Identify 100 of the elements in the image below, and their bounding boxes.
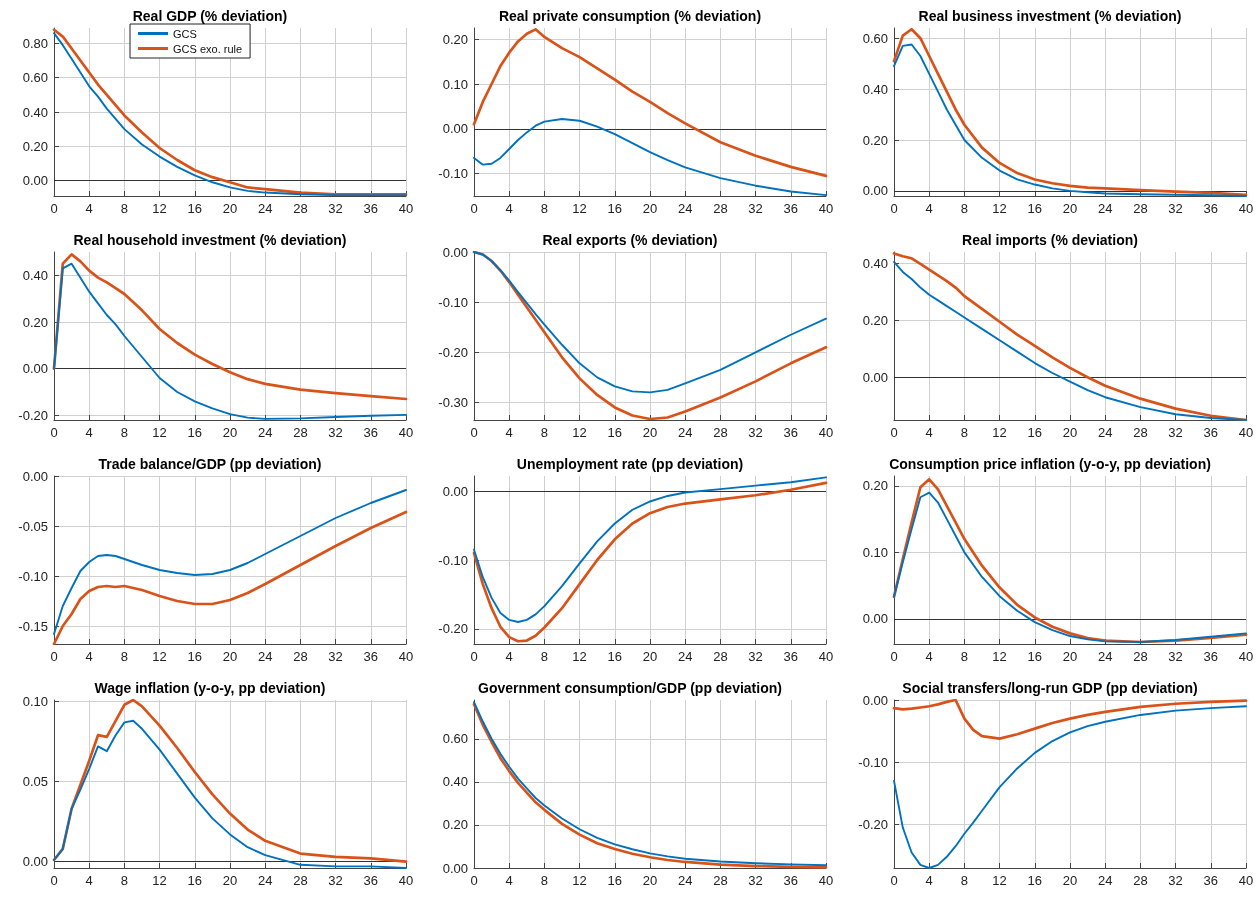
- x-tick-label: 4: [85, 201, 93, 216]
- y-tick-label: 0.10: [22, 694, 48, 710]
- x-tick-label: 28: [1133, 649, 1148, 664]
- x-tick-label: 20: [1062, 873, 1078, 888]
- y-tick-label: 0.00: [22, 173, 48, 189]
- x-tick-label: 16: [187, 873, 203, 888]
- x-tick-label: 16: [607, 425, 623, 440]
- x-tick-label: 40: [1238, 873, 1254, 888]
- y-tick-label: 0.00: [862, 611, 888, 627]
- y-tick-label: 0.00: [862, 369, 888, 385]
- x-tick-label: 20: [222, 649, 238, 664]
- x-tick-label: 24: [257, 425, 273, 440]
- x-tick-label: 32: [748, 649, 763, 664]
- x-tick-label: 36: [783, 425, 799, 440]
- x-tick-label: 20: [222, 425, 238, 440]
- x-tick-label: 12: [572, 425, 587, 440]
- x-tick-label: 24: [1097, 201, 1113, 216]
- x-tick-label: 32: [1168, 201, 1183, 216]
- x-tick-label: 12: [992, 649, 1007, 664]
- y-tick-label: 0.20: [862, 132, 888, 148]
- x-tick-label: 36: [363, 201, 379, 216]
- chart-title: Unemployment rate (pp deviation): [516, 456, 744, 472]
- x-tick-label: 28: [293, 201, 308, 216]
- x-tick-label: 8: [540, 201, 549, 216]
- x-tick-label: 20: [642, 649, 658, 664]
- x-tick-label: 28: [713, 425, 728, 440]
- x-tick-label: 20: [222, 201, 238, 216]
- x-tick-label: 12: [572, 873, 587, 888]
- x-tick-label: 0: [890, 649, 898, 664]
- y-tick-label: 0.20: [22, 314, 48, 330]
- x-tick-label: 8: [120, 425, 129, 440]
- x-tick-label: 16: [1027, 649, 1043, 664]
- y-tick-label: 0.00: [442, 860, 468, 876]
- chart-title: Wage inflation (y-o-y, pp deviation): [94, 680, 326, 696]
- x-tick-label: 12: [152, 649, 167, 664]
- x-tick-label: 28: [293, 873, 308, 888]
- y-tick-label: -0.05: [18, 518, 48, 534]
- x-tick-label: 12: [152, 425, 167, 440]
- x-tick-label: 28: [713, 649, 728, 664]
- y-tick-label: -0.15: [18, 618, 48, 634]
- x-tick-label: 32: [328, 201, 343, 216]
- x-tick-label: 20: [1062, 425, 1078, 440]
- y-tick-label: 0.20: [862, 312, 888, 328]
- y-tick-label: 0.20: [442, 31, 468, 47]
- x-tick-label: 8: [960, 649, 969, 664]
- x-tick-label: 28: [1133, 201, 1148, 216]
- x-tick-label: 16: [1027, 425, 1043, 440]
- chart-title: Real business investment (% deviation): [918, 8, 1182, 24]
- line-series: [53, 489, 407, 635]
- y-tick-label: -0.10: [438, 552, 468, 568]
- x-tick-label: 20: [222, 873, 238, 888]
- y-tick-label: 0.00: [22, 854, 48, 870]
- x-tick-label: 0: [50, 649, 58, 664]
- x-tick-label: 28: [293, 425, 308, 440]
- y-tick-label: 0.60: [862, 30, 888, 46]
- chart-title: Government consumption/GDP (pp deviation): [478, 680, 782, 696]
- x-tick-label: 8: [960, 425, 969, 440]
- x-tick-label: 0: [470, 649, 478, 664]
- y-tick-label: 0.40: [22, 104, 48, 120]
- x-tick-label: 20: [642, 425, 658, 440]
- x-tick-label: 40: [818, 201, 834, 216]
- x-tick-label: 40: [398, 425, 414, 440]
- x-tick-label: 40: [1238, 425, 1254, 440]
- x-tick-label: 36: [1203, 201, 1219, 216]
- x-tick-label: 28: [1133, 873, 1148, 888]
- x-tick-label: 4: [85, 425, 93, 440]
- y-tick-label: -0.10: [438, 166, 468, 182]
- y-tick-label: 0.00: [442, 244, 468, 260]
- x-tick-label: 40: [1238, 649, 1254, 664]
- x-tick-label: 32: [1168, 649, 1183, 664]
- x-tick-label: 0: [890, 873, 898, 888]
- x-tick-label: 24: [677, 873, 693, 888]
- x-tick-label: 36: [783, 873, 799, 888]
- y-tick-label: -0.10: [18, 568, 48, 584]
- x-tick-label: 32: [748, 201, 763, 216]
- x-tick-label: 20: [642, 873, 658, 888]
- x-tick-label: 24: [677, 425, 693, 440]
- x-tick-label: 24: [677, 649, 693, 664]
- x-tick-label: 20: [642, 201, 658, 216]
- chart-title: Real household investment (% deviation): [73, 232, 347, 248]
- x-tick-label: 32: [328, 873, 343, 888]
- chart-title: Real GDP (% deviation): [132, 8, 288, 24]
- y-tick-label: -0.20: [438, 621, 468, 637]
- x-tick-label: 4: [85, 649, 93, 664]
- x-tick-label: 8: [960, 201, 969, 216]
- x-tick-label: 0: [470, 425, 478, 440]
- y-tick-label: 0.60: [22, 70, 48, 86]
- y-tick-label: 0.00: [862, 183, 888, 199]
- x-tick-label: 0: [470, 201, 478, 216]
- x-tick-label: 40: [818, 649, 834, 664]
- y-tick-label: 0.10: [862, 544, 888, 560]
- x-tick-label: 24: [1097, 425, 1113, 440]
- x-tick-label: 40: [818, 873, 834, 888]
- y-tick-label: 0.20: [442, 817, 468, 833]
- x-tick-label: 32: [748, 425, 763, 440]
- x-tick-label: 12: [992, 873, 1007, 888]
- y-tick-label: 0.20: [22, 138, 48, 154]
- x-tick-label: 0: [50, 873, 58, 888]
- x-tick-label: 24: [677, 201, 693, 216]
- x-tick-label: 4: [925, 873, 933, 888]
